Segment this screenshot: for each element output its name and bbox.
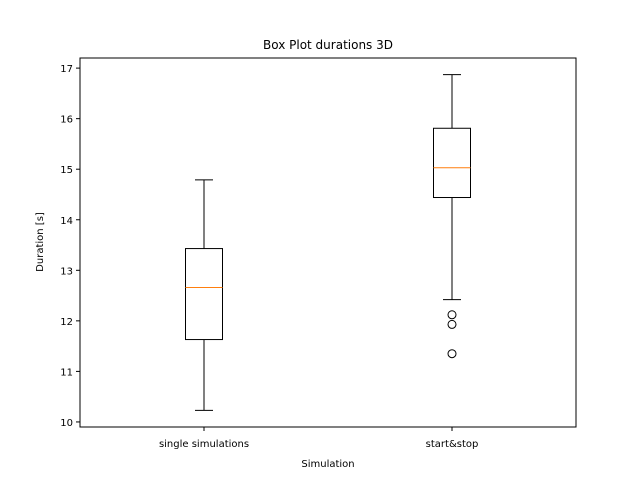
y-tick-label: 10 <box>60 418 73 429</box>
box-2 <box>433 74 471 359</box>
y-tick-label: 13 <box>60 266 73 277</box>
x-axis-label: Simulation <box>301 459 354 470</box>
chart-title: Box Plot durations 3D <box>263 38 393 52</box>
plot-frame <box>79 57 577 428</box>
x-tick-label: single simulations <box>159 439 249 450</box>
y-tick-label: 16 <box>60 115 73 126</box>
y-tick-label: 11 <box>60 367 73 378</box>
y-tick-label: 15 <box>60 165 73 176</box>
y-tick-label: 17 <box>60 64 73 75</box>
y-axis-label: Duration [s] <box>35 212 46 272</box>
outlier-point <box>447 310 457 320</box>
outlier-point <box>447 349 457 359</box>
y-axis: 10 11 12 13 14 15 16 17 <box>60 64 80 429</box>
outlier-point <box>447 319 457 329</box>
boxes <box>185 74 471 411</box>
iqr-box <box>433 127 471 199</box>
x-tick-label: start&stop <box>426 439 479 450</box>
y-tick-label: 12 <box>60 317 73 328</box>
y-tick-label: 14 <box>60 216 73 227</box>
iqr-box <box>185 248 223 341</box>
box-1 <box>185 179 223 411</box>
x-axis: single simulations start&stop <box>159 427 478 450</box>
